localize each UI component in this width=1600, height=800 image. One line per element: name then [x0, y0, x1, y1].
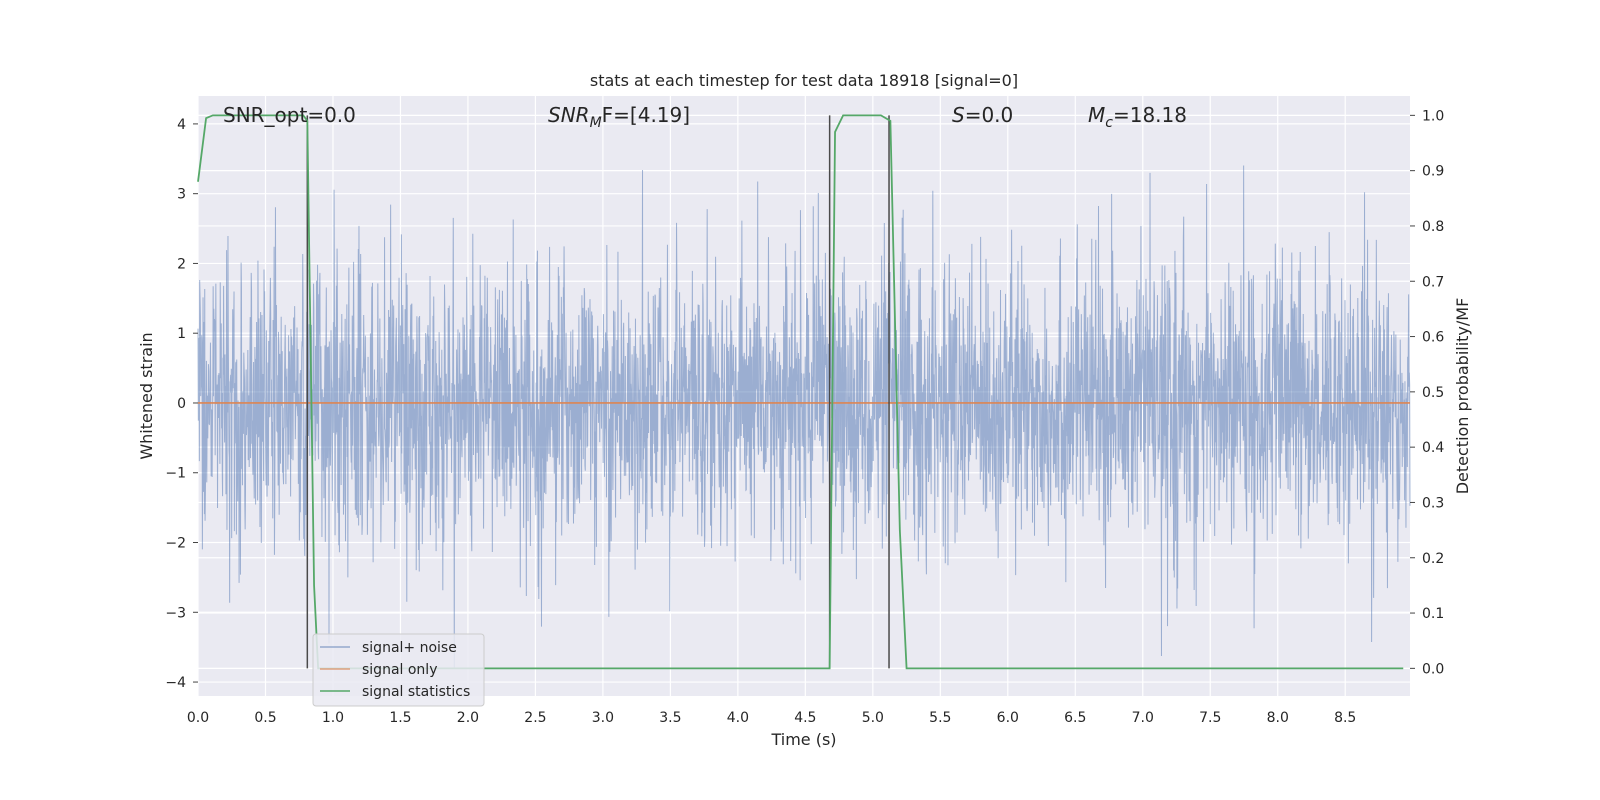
series-signal-noise: [197, 165, 1411, 669]
right-y-axis-label: Detection probability/MF: [1453, 298, 1472, 495]
right-y-tick-label: 0.6: [1422, 330, 1444, 346]
annotation-mc-rest: =18.18: [1113, 103, 1187, 127]
annotation-snr-mf-sub: M: [590, 115, 602, 131]
annotation-snr-mf-main: SNR: [548, 103, 590, 127]
right-y-tick-label: 0.0: [1422, 661, 1444, 677]
annotation-s: S=0.0: [952, 103, 1013, 127]
series-signal-statistics-line: [197, 114, 1404, 670]
right-y-tick-label: 0.3: [1422, 495, 1444, 511]
right-y-tick-label: 1.0: [1422, 108, 1444, 124]
left-y-tick-label: 2: [177, 256, 186, 272]
left-y-tick-label: 1: [177, 326, 186, 342]
x-tick-label: 2.0: [457, 710, 479, 726]
right-y-tick-label: 0.8: [1422, 219, 1444, 235]
series-signal-noise-line: [197, 165, 1411, 669]
legend-box: [312, 633, 485, 707]
x-tick-label: 0.5: [254, 710, 276, 726]
right-y-tick-label: 0.7: [1422, 274, 1444, 290]
annotation-snr-mf: SNRMF=[4.19]: [548, 103, 690, 131]
vertical-markers: [306, 115, 890, 669]
x-tick-label: 0.0: [187, 710, 209, 726]
x-tick-label: 6.0: [997, 710, 1019, 726]
annotation-mc-sub: c: [1105, 115, 1113, 131]
right-y-tick-label: 0.1: [1422, 606, 1444, 622]
right-y-tick-label: 0.9: [1422, 164, 1444, 180]
x-tick-label: 7.5: [1199, 710, 1221, 726]
x-tick-label: 5.5: [929, 710, 951, 726]
left-y-tick-label: −1: [165, 466, 186, 482]
x-tick-label: 8.5: [1334, 710, 1356, 726]
x-tick-labels: 0.0 0.5 1.0 1.5 2.0 2.5 3.0 3.5 4.0 4.5 5.0 5.5 6.0 6…: [187, 710, 1356, 726]
legend-label-signal-noise: signal+ noise: [362, 640, 457, 656]
x-tick-label: 5.0: [862, 710, 884, 726]
legend: signal+ noise signal only signal statist…: [312, 633, 485, 707]
x-tick-label: 6.5: [1064, 710, 1086, 726]
x-tick-label: 8.0: [1267, 710, 1289, 726]
x-tick-label: 2.5: [524, 710, 546, 726]
x-tick-label: 1.5: [389, 710, 411, 726]
left-y-tick-label: 4: [177, 117, 186, 133]
x-tick-label: 7.0: [1132, 710, 1154, 726]
x-tick-label: 3.0: [592, 710, 614, 726]
left-y-tick-label: 3: [177, 187, 186, 203]
x-tick-label: 4.0: [727, 710, 749, 726]
right-y-tick-labels: 1.0 0.9 0.8 0.7 0.6 0.5 0.4 0.3 0.2 0.1 0.0: [1410, 108, 1444, 677]
right-y-tick-label: 0.2: [1422, 551, 1444, 567]
series-signal-statistics: [197, 114, 1404, 670]
left-y-tick-label: −2: [165, 536, 186, 552]
legend-label-signal-statistics: signal statistics: [362, 684, 470, 700]
x-tick-label: 3.5: [659, 710, 681, 726]
x-tick-label: 1.0: [322, 710, 344, 726]
annotation-mc-main: M: [1088, 103, 1105, 127]
annotation-mc: Mc=18.18: [1088, 103, 1187, 131]
legend-label-signal-only: signal only: [362, 662, 437, 678]
annotation-s-rest: =0.0: [965, 103, 1014, 127]
left-y-axis-label: Whitened strain: [137, 332, 156, 459]
left-y-tick-labels: 4 3 2 1 0 −1 −2 −3 −4: [165, 117, 198, 691]
chart-title: stats at each timestep for test data 189…: [590, 71, 1018, 90]
x-axis-label: Time (s): [770, 730, 836, 749]
annotation-snr-mf-rest: F=[4.19]: [602, 103, 690, 127]
left-y-tick-label: 0: [177, 396, 186, 412]
x-tick-label: 4.5: [794, 710, 816, 726]
left-y-tick-label: −3: [165, 605, 186, 621]
right-y-tick-label: 0.4: [1422, 440, 1444, 456]
annotation-snr-opt: SNR_opt=0.0: [223, 103, 356, 127]
right-y-tick-label: 0.5: [1422, 385, 1444, 401]
annotation-s-main: S: [952, 103, 965, 127]
left-y-tick-label: −4: [165, 675, 186, 691]
